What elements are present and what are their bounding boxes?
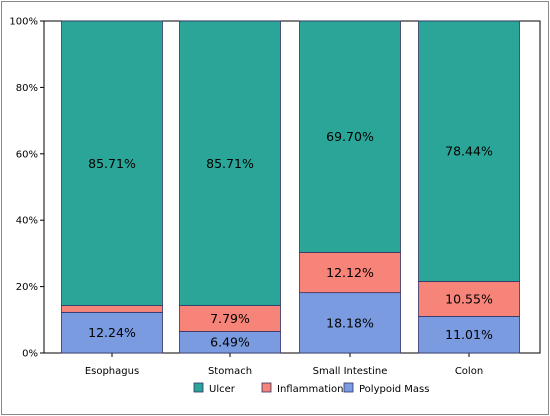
x-tick-label: Stomach (208, 366, 252, 377)
x-tick-label: Small Intestine (313, 366, 388, 377)
data-label: 7.79% (210, 311, 250, 326)
legend-label: Inflammation (277, 384, 343, 395)
data-label: 85.71% (206, 156, 254, 171)
data-label: 18.18% (326, 315, 374, 330)
legend-label: Polypoid Mass (359, 384, 429, 395)
x-tick-label: Colon (455, 366, 483, 377)
data-labels: 12.24% 85.71% 6.49% 7.79% 85.71% 18.18% 12.12%… (88, 129, 493, 350)
y-tick-label: 40% (16, 216, 38, 227)
data-label: 12.12% (326, 265, 374, 280)
legend-swatch (343, 382, 354, 393)
x-tick-label: Esophagus (85, 366, 139, 377)
data-label: 85.71% (88, 156, 136, 171)
data-label: 12.24% (88, 325, 136, 340)
bar-segment (179, 305, 281, 332)
y-tick-label: 100% (9, 17, 38, 28)
legend: Ulcer Inflammation Polypoid Mass (193, 382, 429, 395)
bar-segment (61, 20, 163, 306)
bar-segment (299, 252, 401, 294)
data-label: 6.49% (210, 335, 250, 350)
y-tick-label: 60% (16, 149, 38, 160)
bar-segment (418, 281, 520, 317)
data-label: 10.55% (445, 291, 493, 306)
bars (61, 20, 520, 354)
bar-segment (179, 20, 281, 306)
y-tick-label: 0% (22, 349, 38, 360)
data-label: 11.01% (445, 327, 493, 342)
legend-swatch (193, 382, 204, 393)
y-tick-label: 80% (16, 83, 38, 94)
bar-segment (418, 316, 520, 354)
y-tick-label: 20% (16, 282, 38, 293)
bar-segment (418, 20, 520, 282)
data-label: 69.70% (326, 129, 374, 144)
data-label: 78.44% (445, 144, 493, 159)
legend-swatch (261, 382, 272, 393)
plot-area-border (43, 20, 541, 354)
bar-segment (299, 20, 401, 253)
bar-segment (61, 305, 163, 313)
legend-label: Ulcer (209, 384, 236, 395)
axes: 0% 20% 40% 60% 80% 100% Esophagus Stomach Small … (9, 17, 541, 377)
